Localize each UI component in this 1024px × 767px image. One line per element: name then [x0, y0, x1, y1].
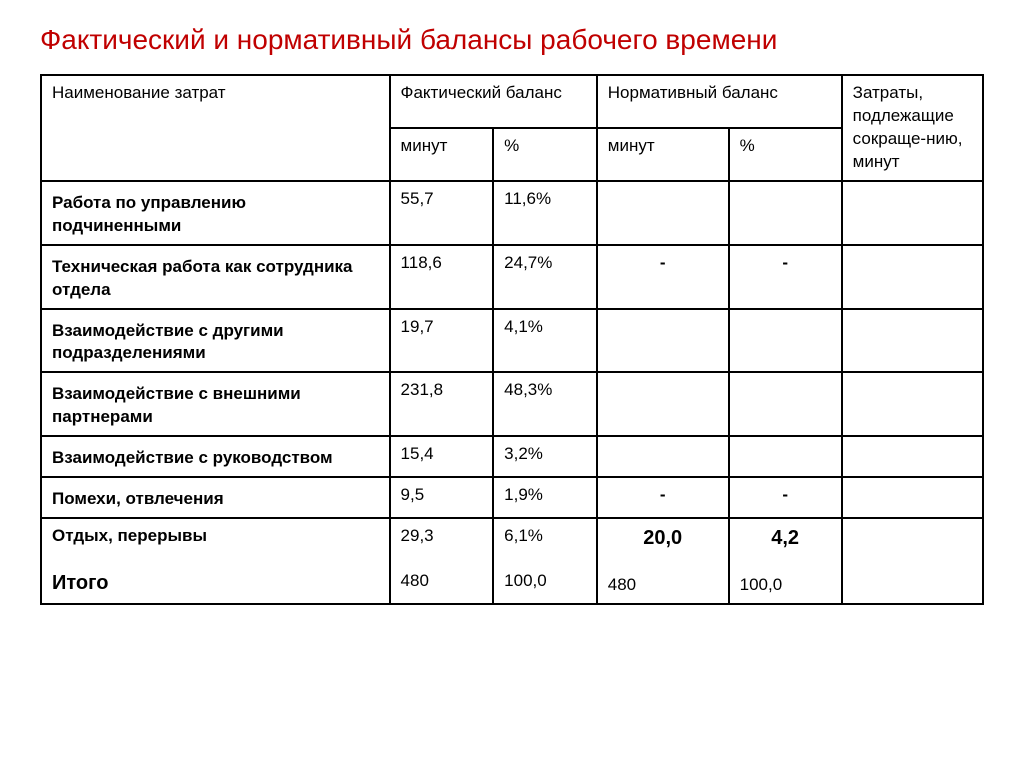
hdr-actual-min: минут [390, 128, 494, 181]
category-label: Взаимодействие с внешними партнерами [52, 379, 379, 429]
cell-category: Взаимодействие с другими подразделениями [41, 309, 390, 373]
cell-actual-pct: 11,6% [493, 181, 597, 245]
hdr-norm-min: минут [597, 128, 729, 181]
cell-cut [842, 477, 983, 518]
hdr-name: Наименование затрат [41, 75, 390, 181]
cell-actual-pct: 24,7% [493, 245, 597, 309]
cell-actual-min-total: 29,3 480 [390, 518, 494, 604]
hdr-actual-pct: % [493, 128, 597, 181]
cell-norm-min-total-bot: 480 [608, 574, 718, 597]
total-label-top: Отдых, перерывы [52, 525, 379, 548]
category-label: Взаимодействие с руководством [52, 443, 379, 470]
balance-table: Наименование затрат Фактический баланс Н… [40, 74, 984, 605]
cell-norm-min: - [597, 245, 729, 309]
table-row: Взаимодействие с руководством 15,43,2% [41, 436, 983, 477]
cell-norm-min [597, 372, 729, 436]
cell-actual-pct: 1,9% [493, 477, 597, 518]
table-row: Помехи, отвлечения9,51,9%-- [41, 477, 983, 518]
cell-norm-pct: - [729, 245, 842, 309]
cell-norm-pct-total: 4,2 100,0 [729, 518, 842, 604]
table-row: Взаимодействие с другими подразделениями… [41, 309, 983, 373]
cell-category: Взаимодействие с руководством [41, 436, 390, 477]
table-row: Взаимодействие с внешними партнерами231,… [41, 372, 983, 436]
cell-norm-min [597, 309, 729, 373]
cell-cut [842, 309, 983, 373]
cell-actual-min: 118,6 [390, 245, 494, 309]
cell-category-total: Отдых, перерывы Итого [41, 518, 390, 604]
cell-actual-min: 55,7 [390, 181, 494, 245]
cell-category: Взаимодействие с внешними партнерами [41, 372, 390, 436]
cell-actual-pct: 4,1% [493, 309, 597, 373]
cell-cut [842, 372, 983, 436]
hdr-norm-group: Нормативный баланс [597, 75, 842, 128]
page-title: Фактический и нормативный балансы рабоче… [40, 24, 984, 56]
cell-category: Работа по управлению подчиненными [41, 181, 390, 245]
cell-norm-pct [729, 436, 842, 477]
table-row: Работа по управлению подчиненными55,711,… [41, 181, 983, 245]
cell-actual-min-total-top: 29,3 [401, 525, 483, 548]
table-row: Техническая работа как сотрудника отдела… [41, 245, 983, 309]
table-row-total: Отдых, перерывы Итого 29,3 480 6,1% 100,0 20,0… [41, 518, 983, 604]
cell-norm-pct [729, 372, 842, 436]
cell-norm-min-total-top: 20,0 [608, 525, 718, 552]
cell-cut [842, 245, 983, 309]
cell-category: Помехи, отвлечения [41, 477, 390, 518]
cell-norm-min [597, 181, 729, 245]
hdr-norm-pct: % [729, 128, 842, 181]
cell-actual-min: 15,4 [390, 436, 494, 477]
cell-norm-min [597, 436, 729, 477]
cell-actual-min: 19,7 [390, 309, 494, 373]
cell-cut [842, 436, 983, 477]
cell-norm-min: - [597, 477, 729, 518]
cell-norm-pct [729, 309, 842, 373]
cell-actual-pct-total-bot: 100,0 [504, 570, 586, 593]
header-row-1: Наименование затрат Фактический баланс Н… [41, 75, 983, 128]
category-label: Взаимодействие с другими подразделениями [52, 316, 379, 366]
cell-actual-pct: 48,3% [493, 372, 597, 436]
hdr-cut: Затраты, подлежащие сокраще-нию, минут [842, 75, 983, 181]
cell-actual-pct-total-top: 6,1% [504, 525, 586, 548]
category-label: Помехи, отвлечения [52, 484, 379, 511]
category-label: Работа по управлению подчиненными [52, 188, 379, 238]
cell-actual-min: 9,5 [390, 477, 494, 518]
cell-norm-pct [729, 181, 842, 245]
cell-norm-pct-total-bot: 100,0 [740, 574, 831, 597]
cell-cut [842, 181, 983, 245]
cell-actual-pct-total: 6,1% 100,0 [493, 518, 597, 604]
category-label: Техническая работа как сотрудника отдела [52, 252, 379, 302]
hdr-actual-group: Фактический баланс [390, 75, 597, 128]
table-body: Работа по управлению подчиненными55,711,… [41, 181, 983, 604]
cell-actual-pct: 3,2% [493, 436, 597, 477]
cell-actual-min-total-bot: 480 [401, 570, 483, 593]
cell-norm-pct: - [729, 477, 842, 518]
cell-actual-min: 231,8 [390, 372, 494, 436]
total-label-bottom: Итого [52, 570, 379, 597]
cell-category: Техническая работа как сотрудника отдела [41, 245, 390, 309]
cell-cut-total [842, 518, 983, 604]
cell-norm-pct-total-top: 4,2 [740, 525, 831, 552]
cell-norm-min-total: 20,0 480 [597, 518, 729, 604]
